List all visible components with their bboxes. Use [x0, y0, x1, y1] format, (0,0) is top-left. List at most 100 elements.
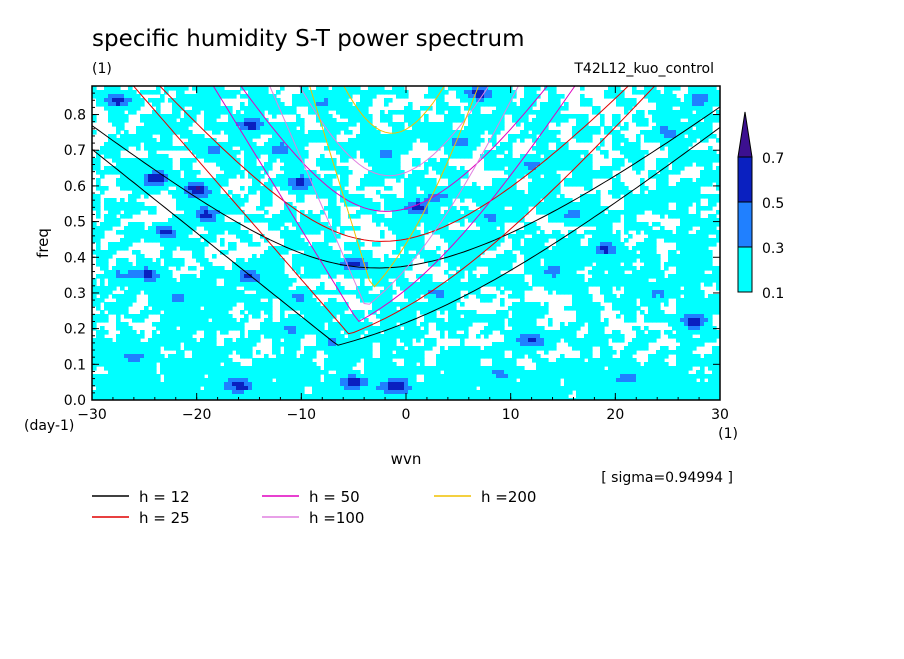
- spectrum-cell: [680, 210, 685, 215]
- spectrum-cell: [628, 266, 633, 271]
- spectrum-cell: [380, 86, 385, 91]
- spectrum-cell: [348, 262, 353, 267]
- spectrum-cell: [628, 222, 633, 227]
- spectrum-cell: [648, 254, 653, 259]
- spectrum-cell: [520, 198, 525, 203]
- spectrum-cell: [200, 182, 205, 187]
- spectrum-cell: [360, 102, 365, 107]
- spectrum-cell: [640, 130, 645, 135]
- spectrum-cell: [660, 146, 665, 151]
- spectrum-cell: [168, 130, 173, 135]
- spectrum-cell: [220, 126, 225, 131]
- spectrum-cell: [148, 122, 153, 127]
- spectrum-cell: [288, 218, 293, 223]
- spectrum-cell: [540, 246, 545, 251]
- spectrum-cell: [488, 190, 493, 195]
- spectrum-cell: [580, 218, 585, 223]
- spectrum-cell: [292, 186, 297, 191]
- spectrum-cell: [248, 98, 253, 103]
- spectrum-cell: [244, 118, 249, 123]
- spectrum-cell: [712, 154, 717, 159]
- spectrum-cell: [124, 146, 129, 151]
- spectrum-cell: [272, 142, 277, 147]
- spectrum-cell: [192, 134, 197, 139]
- spectrum-cell: [420, 234, 425, 239]
- spectrum-cell: [640, 222, 645, 227]
- spectrum-cell: [244, 94, 249, 99]
- spectrum-cell: [164, 226, 169, 231]
- spectrum-cell: [296, 158, 301, 163]
- spectrum-cell: [332, 238, 337, 243]
- spectrum-cell: [436, 194, 441, 199]
- spectrum-cell: [104, 202, 109, 207]
- spectrum-cell: [664, 198, 669, 203]
- spectrum-cell: [648, 190, 653, 195]
- spectrum-cell: [236, 110, 241, 115]
- spectrum-cell: [212, 202, 217, 207]
- spectrum-cell: [244, 110, 249, 115]
- spectrum-cell: [504, 262, 509, 267]
- spectrum-cell: [280, 214, 285, 219]
- spectrum-cell: [248, 118, 253, 123]
- spectrum-cell: [196, 102, 201, 107]
- spectrum-cell: [160, 242, 165, 247]
- spectrum-cell: [712, 214, 717, 219]
- spectrum-cell: [308, 210, 313, 215]
- spectrum-cell: [452, 214, 457, 219]
- spectrum-cell: [264, 86, 269, 91]
- spectrum-cell: [236, 258, 241, 263]
- spectrum-cell: [700, 102, 705, 107]
- spectrum-cell: [288, 186, 293, 191]
- spectrum-cell: [540, 170, 545, 175]
- spectrum-cell: [288, 174, 293, 179]
- spectrum-cell: [164, 266, 169, 271]
- spectrum-cell: [156, 262, 161, 267]
- spectrum-cell: [92, 86, 97, 91]
- spectrum-cell: [616, 234, 621, 239]
- spectrum-cell: [180, 206, 185, 211]
- spectrum-cell: [212, 122, 217, 127]
- spectrum-cell: [288, 106, 293, 111]
- spectrum-cell: [508, 110, 513, 115]
- spectrum-cell: [432, 130, 437, 135]
- spectrum-cell: [576, 234, 581, 239]
- spectrum-cell: [656, 234, 661, 239]
- spectrum-cell: [228, 158, 233, 163]
- spectrum-cell: [708, 158, 713, 163]
- spectrum-cell: [620, 138, 625, 143]
- spectrum-cell: [192, 86, 197, 91]
- spectrum-cell: [276, 126, 281, 131]
- spectrum-cell: [132, 134, 137, 139]
- spectrum-cell: [520, 170, 525, 175]
- spectrum-cell: [136, 98, 141, 103]
- spectrum-cell: [120, 170, 125, 175]
- spectrum-cell: [544, 150, 549, 155]
- spectrum-cell: [180, 98, 185, 103]
- spectrum-cell: [216, 94, 221, 99]
- spectrum-cell: [672, 186, 677, 191]
- spectrum-cell: [280, 258, 285, 263]
- spectrum-cell: [252, 90, 257, 95]
- spectrum-cell: [484, 202, 489, 207]
- spectrum-cell: [684, 110, 689, 115]
- spectrum-cell: [604, 246, 609, 251]
- spectrum-cell: [696, 178, 701, 183]
- spectrum-cell: [580, 118, 585, 123]
- spectrum-cell: [392, 250, 397, 255]
- spectrum-cell: [308, 246, 313, 251]
- spectrum-cell: [412, 162, 417, 167]
- spectrum-cell: [420, 238, 425, 243]
- spectrum-cell: [268, 138, 273, 143]
- spectrum-cell: [676, 270, 681, 275]
- spectrum-cell: [376, 162, 381, 167]
- spectrum-cell: [648, 242, 653, 247]
- spectrum-cell: [692, 186, 697, 191]
- spectrum-cell: [168, 222, 173, 227]
- spectrum-cell: [512, 134, 517, 139]
- spectrum-cell: [228, 114, 233, 119]
- spectrum-cell: [432, 142, 437, 147]
- spectrum-cell: [556, 178, 561, 183]
- spectrum-cell: [608, 218, 613, 223]
- spectrum-cell: [524, 98, 529, 103]
- spectrum-cell: [272, 98, 277, 103]
